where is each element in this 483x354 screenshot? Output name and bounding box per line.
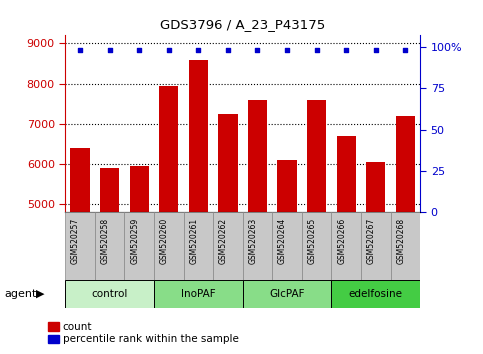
Text: percentile rank within the sample: percentile rank within the sample bbox=[63, 334, 239, 344]
Text: GSM520265: GSM520265 bbox=[308, 218, 317, 264]
Text: GSM520268: GSM520268 bbox=[397, 218, 405, 264]
Text: GlcPAF: GlcPAF bbox=[270, 289, 305, 299]
Point bbox=[76, 47, 84, 53]
Title: GDS3796 / A_23_P43175: GDS3796 / A_23_P43175 bbox=[160, 18, 326, 32]
Bar bbox=[154, 212, 184, 280]
Bar bbox=[242, 280, 331, 308]
Bar bbox=[277, 160, 297, 354]
Point bbox=[342, 47, 350, 53]
Text: GSM520262: GSM520262 bbox=[219, 218, 228, 264]
Text: agent: agent bbox=[5, 289, 37, 299]
Bar bbox=[100, 168, 119, 354]
Bar bbox=[272, 212, 302, 280]
Bar bbox=[159, 86, 178, 354]
Bar bbox=[65, 212, 95, 280]
Bar bbox=[302, 212, 331, 280]
Bar bbox=[396, 116, 415, 354]
Text: GSM520260: GSM520260 bbox=[160, 218, 169, 264]
Point bbox=[254, 47, 261, 53]
Bar bbox=[331, 212, 361, 280]
Bar bbox=[71, 148, 90, 354]
Bar bbox=[213, 212, 242, 280]
Point bbox=[283, 47, 291, 53]
Text: edelfosine: edelfosine bbox=[349, 289, 403, 299]
Text: InoPAF: InoPAF bbox=[181, 289, 215, 299]
Bar bbox=[95, 212, 125, 280]
Point bbox=[313, 47, 321, 53]
Point bbox=[401, 47, 409, 53]
Bar bbox=[366, 162, 385, 354]
Bar bbox=[65, 280, 154, 308]
Bar bbox=[125, 212, 154, 280]
Bar bbox=[331, 280, 420, 308]
Text: GSM520264: GSM520264 bbox=[278, 218, 287, 264]
Point bbox=[106, 47, 114, 53]
Point bbox=[372, 47, 380, 53]
Bar bbox=[218, 114, 238, 354]
Bar bbox=[361, 212, 391, 280]
Text: GSM520257: GSM520257 bbox=[71, 218, 80, 264]
Text: control: control bbox=[91, 289, 128, 299]
Bar bbox=[129, 166, 149, 354]
Bar bbox=[189, 59, 208, 354]
Bar bbox=[184, 212, 213, 280]
Text: GSM520261: GSM520261 bbox=[189, 218, 199, 264]
Bar bbox=[337, 136, 356, 354]
Text: GSM520259: GSM520259 bbox=[130, 218, 139, 264]
Text: count: count bbox=[63, 322, 92, 332]
Bar bbox=[391, 212, 420, 280]
Bar bbox=[154, 280, 243, 308]
Text: GSM520267: GSM520267 bbox=[367, 218, 376, 264]
Text: ▶: ▶ bbox=[36, 289, 45, 299]
Point bbox=[224, 47, 232, 53]
Text: GSM520266: GSM520266 bbox=[337, 218, 346, 264]
Bar bbox=[307, 100, 327, 354]
Point bbox=[165, 47, 172, 53]
Text: GSM520258: GSM520258 bbox=[100, 218, 110, 264]
Bar bbox=[248, 100, 267, 354]
Text: GSM520263: GSM520263 bbox=[248, 218, 257, 264]
Point bbox=[195, 47, 202, 53]
Bar bbox=[242, 212, 272, 280]
Point bbox=[135, 47, 143, 53]
